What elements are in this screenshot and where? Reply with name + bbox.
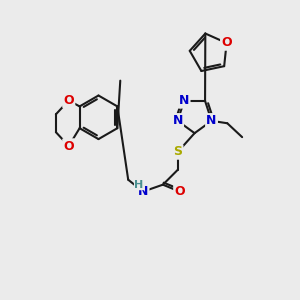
Text: N: N — [172, 114, 183, 127]
Text: S: S — [173, 146, 182, 158]
Text: O: O — [174, 185, 185, 198]
Text: O: O — [63, 140, 74, 152]
Text: N: N — [206, 114, 217, 127]
Text: O: O — [221, 37, 232, 50]
Text: N: N — [138, 185, 148, 198]
Text: N: N — [179, 94, 189, 107]
Text: O: O — [63, 94, 74, 107]
Text: H: H — [134, 180, 144, 190]
